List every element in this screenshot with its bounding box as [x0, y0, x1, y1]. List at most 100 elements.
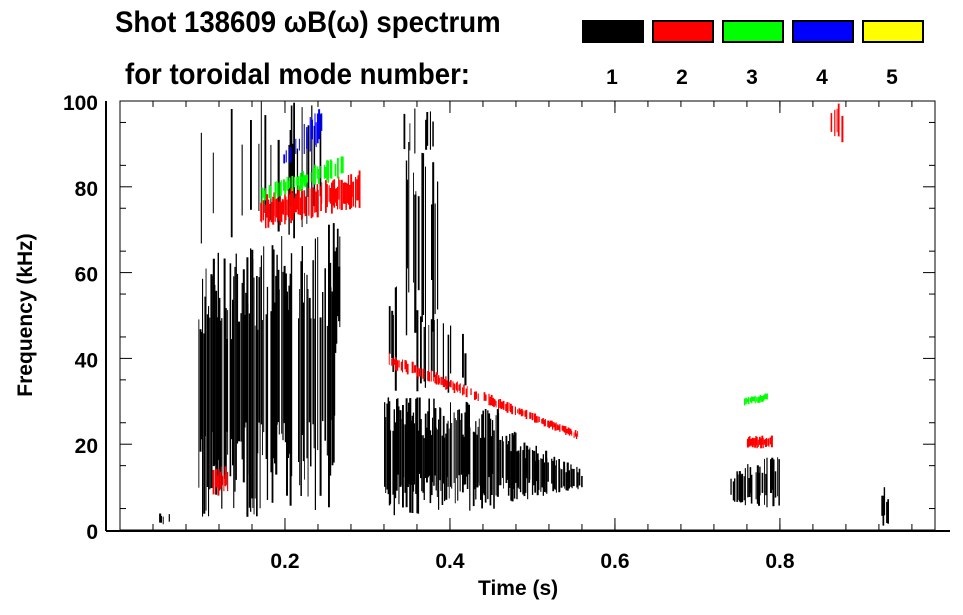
y-tick-label: 80	[75, 178, 98, 201]
spectral-mark-mode-1	[529, 447, 531, 480]
spectral-mark-mode-1	[311, 105, 313, 211]
spectral-mark-mode-2	[567, 427, 570, 435]
spectral-mark-mode-1	[736, 471, 738, 502]
spectral-mark-mode-1	[458, 409, 460, 476]
spectral-mark-mode-1	[240, 313, 242, 442]
spectral-mark-mode-1	[416, 310, 419, 392]
spectral-mark-mode-2	[218, 469, 220, 491]
spectral-mark-mode-3	[261, 187, 263, 204]
spectral-mark-mode-2	[344, 182, 346, 204]
spectral-mark-mode-1	[534, 460, 537, 493]
spectral-mark-mode-2	[750, 438, 753, 446]
spectral-mark-mode-1	[481, 414, 483, 509]
spectral-mark-mode-3	[753, 396, 756, 402]
spectral-mark-mode-2	[483, 392, 486, 401]
spectral-mark-mode-1	[750, 474, 753, 504]
spectral-mark-mode-1	[415, 398, 417, 494]
spectral-mark-mode-2	[561, 425, 564, 431]
spectral-mark-mode-1	[326, 325, 328, 456]
spectral-mark-mode-2	[311, 187, 314, 217]
spectral-mark-mode-2	[764, 438, 767, 447]
spectral-mark-mode-1	[882, 495, 885, 526]
spectral-mark-mode-1	[441, 435, 444, 505]
spectral-mark-mode-1	[563, 461, 566, 487]
spectral-mark-mode-1	[416, 397, 419, 514]
spectral-mark-mode-2	[287, 189, 289, 217]
spectral-mark-mode-1	[385, 417, 387, 493]
spectral-mark-mode-2	[767, 438, 769, 446]
spectral-mark-mode-1	[469, 427, 471, 511]
spectral-mark-mode-1	[304, 272, 305, 480]
spectral-mark-mode-1	[483, 437, 486, 496]
spectral-mark-mode-1	[424, 413, 427, 478]
spectral-mark-mode-1	[516, 451, 518, 500]
spectral-mark-mode-2	[493, 398, 495, 408]
spectral-mark-mode-3	[316, 166, 318, 179]
spectral-mark-mode-2	[752, 438, 755, 446]
spectral-mark-mode-1	[246, 257, 249, 517]
spectral-mark-mode-1	[288, 285, 290, 454]
spectral-mark-mode-1	[759, 466, 761, 496]
spectral-mark-mode-1	[199, 329, 202, 452]
spectral-mark-mode-2	[555, 422, 557, 431]
legend-swatch-mode-3	[722, 20, 784, 43]
spectral-mark-mode-1	[402, 405, 404, 508]
spectral-mark-mode-2	[506, 402, 509, 413]
spectral-mark-mode-3	[326, 160, 329, 180]
spectral-mark-mode-1	[412, 412, 415, 492]
spectral-mark-mode-2	[347, 175, 350, 205]
spectral-mark-mode-3	[284, 181, 287, 195]
spectral-mark-mode-3	[265, 188, 266, 201]
spectral-mark-mode-2	[328, 185, 330, 202]
spectral-mark-mode-1	[212, 258, 215, 467]
spectral-mark-mode-1	[212, 152, 214, 214]
spectral-mark-mode-2	[534, 413, 537, 423]
spectral-mark-mode-1	[399, 410, 402, 487]
spectral-mark-mode-1	[432, 417, 433, 483]
x-tick-label: 0.6	[600, 550, 629, 573]
spectral-mark-mode-1	[430, 435, 433, 496]
spectral-mark-mode-1	[332, 223, 335, 463]
spectral-mark-mode-1	[409, 123, 411, 151]
spectral-mark-mode-1	[242, 269, 245, 483]
spectral-mark-mode-2	[391, 358, 394, 366]
spectral-mark-mode-2	[275, 198, 278, 218]
spectral-mark-mode-2	[358, 170, 361, 208]
spectral-mark-mode-1	[515, 432, 517, 483]
spectral-mark-mode-1	[450, 402, 451, 487]
spectral-mark-mode-1	[424, 333, 426, 388]
spectral-mark-mode-1	[205, 268, 207, 511]
spectral-mark-mode-1	[507, 441, 510, 496]
spectral-mark-mode-2	[314, 189, 316, 213]
spectral-mark-mode-2	[553, 422, 555, 428]
spectral-mark-mode-1	[442, 415, 445, 484]
spectral-mark-mode-1	[278, 289, 280, 435]
spectral-mark-mode-2	[442, 378, 445, 388]
spectral-mark-mode-2	[754, 438, 757, 448]
spectral-mark-mode-1	[477, 426, 479, 483]
spectral-mark-mode-2	[349, 184, 351, 210]
spectral-mark-mode-2	[262, 200, 265, 221]
spectral-mark-mode-3	[752, 396, 755, 402]
spectral-mark-mode-3	[307, 174, 308, 183]
spectral-mark-mode-2	[289, 194, 291, 219]
spectral-mark-mode-1	[430, 319, 433, 372]
spectral-mark-mode-2	[556, 424, 559, 431]
spectral-mark-mode-2	[321, 182, 323, 204]
spectral-mark-mode-2	[417, 367, 419, 380]
spectral-mark-mode-1	[162, 516, 164, 525]
spectral-mark-mode-1	[241, 144, 243, 216]
legend-swatch-mode-2	[652, 20, 714, 43]
spectral-mark-mode-1	[414, 423, 416, 485]
spectral-mark-mode-1	[523, 442, 526, 497]
spectral-mark-mode-1	[434, 408, 437, 476]
spectral-mark-mode-1	[519, 446, 522, 493]
spectral-mark-mode-2	[224, 466, 227, 487]
spectral-mark-mode-1	[227, 310, 229, 455]
spectral-mark-mode-1	[220, 320, 222, 487]
x-tick-label: 0.8	[765, 550, 795, 573]
spectral-mark-mode-1	[740, 474, 742, 503]
spectral-mark-mode-1	[446, 423, 449, 478]
spectral-mark-mode-1	[501, 436, 503, 478]
spectral-mark-mode-1	[328, 224, 330, 508]
